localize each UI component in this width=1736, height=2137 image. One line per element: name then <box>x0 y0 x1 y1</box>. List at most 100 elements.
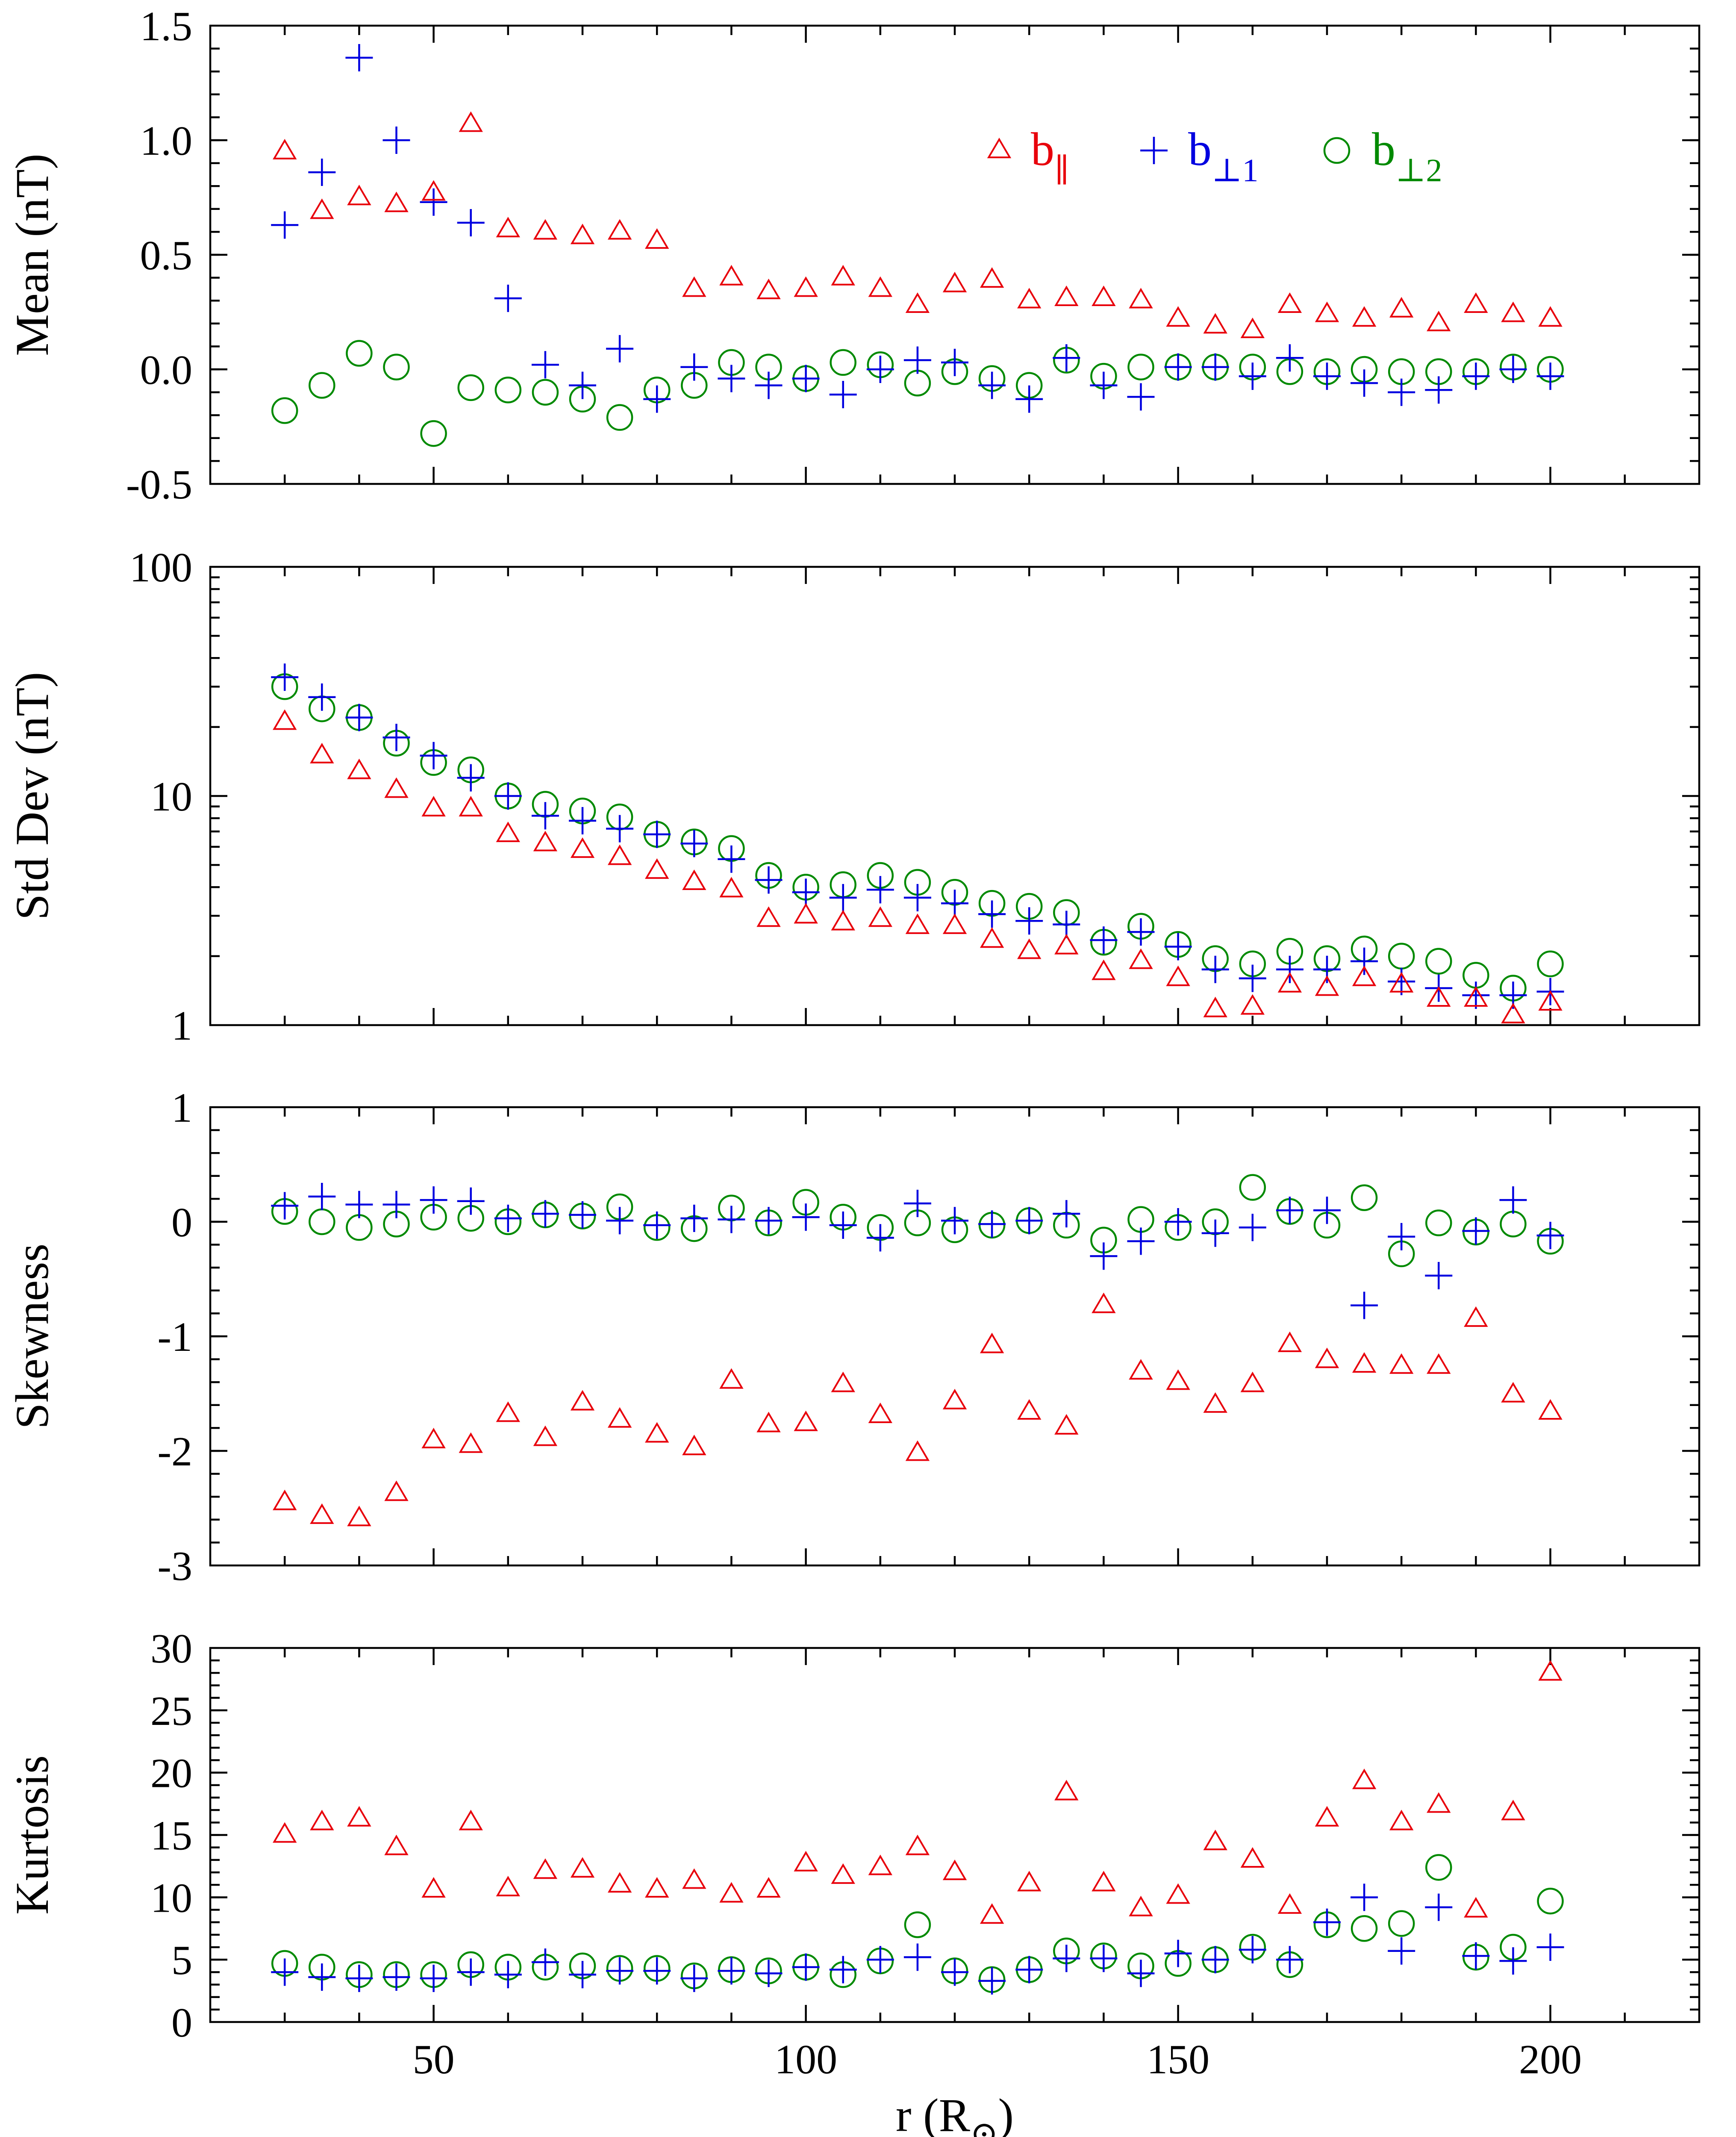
data-point <box>1464 1897 1488 1918</box>
plot-frame <box>209 1106 1701 1567</box>
data-point <box>980 1332 1004 1353</box>
data-point <box>1239 1936 1266 1963</box>
legend-label: b∥ <box>1031 123 1069 189</box>
data-point <box>309 372 335 399</box>
data-point <box>978 900 1006 928</box>
data-point <box>680 1964 708 1992</box>
y-tick-label: 100 <box>129 545 192 591</box>
data-point <box>1127 1227 1155 1255</box>
data-point <box>570 837 595 858</box>
data-point <box>682 276 706 297</box>
series-b-par <box>273 111 1562 338</box>
data-point <box>420 188 447 216</box>
data-point <box>718 365 745 392</box>
y-tick-label: -1 <box>157 1314 192 1360</box>
data-point <box>755 371 783 399</box>
data-point <box>271 663 299 691</box>
data-point <box>273 709 297 730</box>
y-tick-label: -0.5 <box>126 462 192 508</box>
data-point <box>531 351 559 379</box>
data-point <box>1462 982 1490 1009</box>
y-tick-label: 10 <box>150 1875 192 1921</box>
data-point <box>1351 1291 1378 1319</box>
data-point <box>1537 1887 1564 1915</box>
data-point <box>978 1967 1006 1995</box>
data-point <box>645 1877 669 1898</box>
data-point <box>273 1489 297 1510</box>
y-tick-label: -2 <box>157 1429 192 1475</box>
data-point <box>1054 934 1079 955</box>
data-point <box>905 913 930 934</box>
data-point <box>1462 1942 1490 1970</box>
data-point <box>271 1192 299 1220</box>
data-point <box>1015 385 1043 413</box>
data-point <box>1090 926 1118 954</box>
data-point <box>1127 918 1155 946</box>
data-point <box>1017 288 1042 309</box>
y-tick-label: 10 <box>150 774 192 820</box>
data-point <box>1501 301 1525 322</box>
data-point <box>794 1851 818 1872</box>
data-point <box>606 335 634 363</box>
data-point <box>606 815 634 843</box>
data-point <box>309 1208 335 1235</box>
series-b-par <box>273 1292 1562 1527</box>
data-point <box>866 1946 894 1974</box>
y-ticks <box>210 1659 1699 2011</box>
data-point <box>903 1943 931 1971</box>
data-point <box>904 369 931 397</box>
data-point <box>829 380 857 408</box>
data-point <box>1054 1780 1079 1801</box>
data-point <box>1276 1946 1303 1974</box>
y-tick-label: 30 <box>150 1626 192 1672</box>
data-point <box>1203 1392 1227 1413</box>
data-point <box>310 743 334 763</box>
data-point <box>868 1854 892 1875</box>
data-point <box>1500 1211 1527 1238</box>
data-point <box>1388 1937 1415 1965</box>
data-point <box>756 278 781 299</box>
data-point <box>1352 1769 1377 1789</box>
data-point <box>643 1957 671 1985</box>
data-point <box>457 764 485 792</box>
y-ticks <box>210 576 1699 957</box>
data-point <box>607 1872 632 1893</box>
data-point <box>1129 948 1153 969</box>
data-point <box>1464 292 1488 313</box>
data-point <box>459 796 483 816</box>
data-point <box>1239 363 1266 390</box>
data-point <box>1464 1306 1488 1327</box>
y-tick-label: 5 <box>171 1937 192 1984</box>
data-point <box>1090 1242 1118 1270</box>
data-point <box>1277 972 1302 993</box>
data-point <box>494 782 522 810</box>
y-axis-label: Kurtosis <box>6 1755 58 1915</box>
y-axis-label: Std Dev (nT) <box>6 672 58 920</box>
data-point <box>607 844 632 865</box>
data-point <box>1538 1660 1562 1681</box>
data-point <box>680 1204 708 1232</box>
data-point <box>680 830 708 858</box>
data-point <box>1203 996 1227 1017</box>
data-point <box>1276 955 1303 983</box>
data-point <box>980 1903 1004 1924</box>
data-point <box>1277 1893 1302 1914</box>
x-axis-label-close: ) <box>998 2089 1014 2137</box>
data-point <box>755 1207 783 1235</box>
data-point <box>271 211 299 239</box>
data-point <box>1388 378 1415 406</box>
data-point <box>756 906 781 927</box>
data-point <box>978 1210 1006 1238</box>
data-point <box>1277 1331 1302 1352</box>
data-point <box>494 284 522 312</box>
data-point <box>346 340 373 367</box>
data-point <box>941 1207 968 1235</box>
legend-label-sub: ⊥1 <box>1212 153 1258 189</box>
data-point <box>868 276 892 297</box>
data-point <box>755 866 783 894</box>
data-point <box>1499 1186 1527 1214</box>
data-point <box>271 1958 299 1986</box>
data-point <box>383 724 410 752</box>
plot-frame <box>209 24 1701 485</box>
